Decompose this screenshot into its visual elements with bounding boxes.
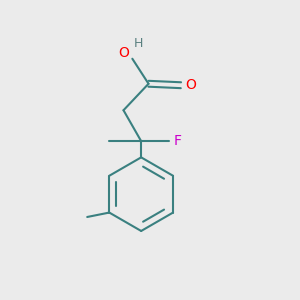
Text: O: O — [119, 46, 130, 60]
Text: F: F — [173, 134, 181, 148]
Text: H: H — [134, 37, 143, 50]
Text: O: O — [185, 78, 196, 92]
